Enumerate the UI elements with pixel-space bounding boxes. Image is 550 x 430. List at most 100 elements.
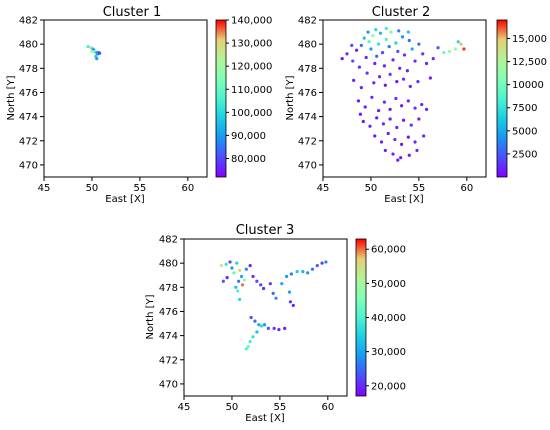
- data-point: [359, 43, 363, 47]
- data-point: [459, 42, 463, 46]
- colorbar-tick-label: 120,000: [231, 62, 272, 73]
- data-point: [375, 54, 379, 58]
- plot-area: [183, 238, 348, 397]
- data-point: [289, 272, 293, 276]
- data-point: [406, 99, 410, 103]
- data-point: [400, 142, 404, 146]
- data-point: [428, 76, 432, 80]
- data-point: [350, 43, 354, 47]
- data-point: [374, 28, 378, 32]
- data-point: [399, 156, 403, 160]
- y-tick-label: 482: [159, 235, 178, 246]
- colorbar-ticks: 20,000 30,000 40,000 50,000 60,000: [366, 245, 406, 392]
- data-point: [409, 123, 413, 127]
- data-point: [354, 48, 359, 52]
- data-point: [370, 95, 374, 99]
- data-point: [407, 38, 411, 43]
- y-tick-label: 482: [298, 16, 317, 27]
- data-point: [224, 262, 228, 266]
- data-point: [377, 75, 382, 79]
- colorbar: [496, 19, 508, 178]
- data-point: [410, 47, 414, 51]
- data-point: [274, 296, 278, 300]
- data-point: [388, 107, 392, 111]
- data-point: [345, 52, 349, 56]
- data-point: [456, 40, 460, 44]
- y-tick-label: 478: [159, 283, 178, 294]
- y-tick-label: 482: [19, 16, 38, 27]
- data-point: [381, 122, 386, 126]
- data-point: [268, 282, 272, 286]
- data-point: [380, 51, 385, 55]
- x-axis-label: East [X]: [245, 413, 285, 424]
- data-point: [369, 47, 373, 51]
- data-point: [384, 37, 388, 41]
- x-tick-label: 50: [226, 402, 239, 413]
- colorbar-ticks: 2500 5000 7500 10000 12,500 15,000: [507, 34, 547, 160]
- data-point: [98, 51, 102, 55]
- data-point: [388, 72, 392, 76]
- chart-title: Cluster 2: [372, 5, 431, 20]
- data-point: [253, 319, 257, 323]
- y-axis-label: North [Y]: [6, 75, 17, 120]
- data-point: [287, 290, 292, 294]
- data-point: [248, 340, 252, 344]
- data-point: [397, 29, 401, 33]
- data-point: [234, 285, 238, 289]
- data-point: [366, 30, 370, 34]
- x-axis-label: East [X]: [105, 194, 145, 205]
- data-point: [436, 46, 440, 50]
- data-point: [400, 104, 404, 108]
- data-point: [361, 119, 365, 124]
- data-point: [266, 326, 270, 330]
- y-tick-label: 474: [298, 112, 317, 123]
- data-point: [232, 271, 236, 275]
- colorbar-tick-label: 5000: [512, 126, 537, 137]
- data-point: [251, 274, 255, 279]
- colorbar: [215, 19, 227, 178]
- y-tick-label: 480: [298, 40, 317, 51]
- x-tick-label: 55: [134, 183, 147, 194]
- colorbar-tick-label: 60,000: [371, 245, 406, 256]
- data-point: [235, 261, 239, 265]
- x-ticks: 45 50 55 60: [317, 177, 473, 194]
- data-point: [383, 83, 387, 87]
- data-point: [251, 335, 255, 339]
- y-tick-label: 478: [298, 64, 317, 75]
- data-point: [447, 49, 452, 54]
- data-point: [386, 131, 390, 136]
- y-ticks: 470 472 474 476 478 480 482: [298, 16, 323, 171]
- data-point: [422, 134, 426, 138]
- x-tick-label: 60: [321, 402, 334, 413]
- data-point: [364, 55, 368, 60]
- data-point: [358, 112, 362, 116]
- data-point: [242, 278, 247, 282]
- data-point: [388, 117, 392, 121]
- y-axis-label: North [Y]: [285, 75, 296, 120]
- colorbar-ticks: 80,000 90,000 100,000 110,000 120,000 130,000…: [226, 16, 272, 165]
- data-point: [295, 270, 299, 274]
- data-point: [301, 270, 305, 274]
- data-point: [259, 283, 263, 287]
- data-point: [416, 79, 420, 84]
- data-point: [221, 279, 225, 283]
- data-point: [352, 78, 356, 82]
- x-tick-label: 45: [317, 183, 330, 194]
- x-tick-label: 60: [460, 183, 473, 194]
- x-tick-label: 60: [181, 183, 194, 194]
- data-point: [431, 57, 435, 61]
- colorbar-tick-label: 7500: [512, 103, 537, 114]
- data-point: [262, 323, 267, 327]
- y-tick-label: 472: [19, 136, 38, 147]
- colorbar-tick-label: 80,000: [231, 154, 266, 165]
- data-point: [384, 26, 388, 31]
- data-point: [407, 153, 411, 157]
- plot-area: [322, 19, 487, 178]
- x-tick-label: 50: [365, 183, 378, 194]
- data-point: [383, 148, 387, 153]
- colorbar-tick-label: 100,000: [231, 108, 272, 119]
- colorbar-tick-label: 20,000: [371, 381, 406, 392]
- data-point: [377, 42, 381, 46]
- data-point: [413, 106, 417, 110]
